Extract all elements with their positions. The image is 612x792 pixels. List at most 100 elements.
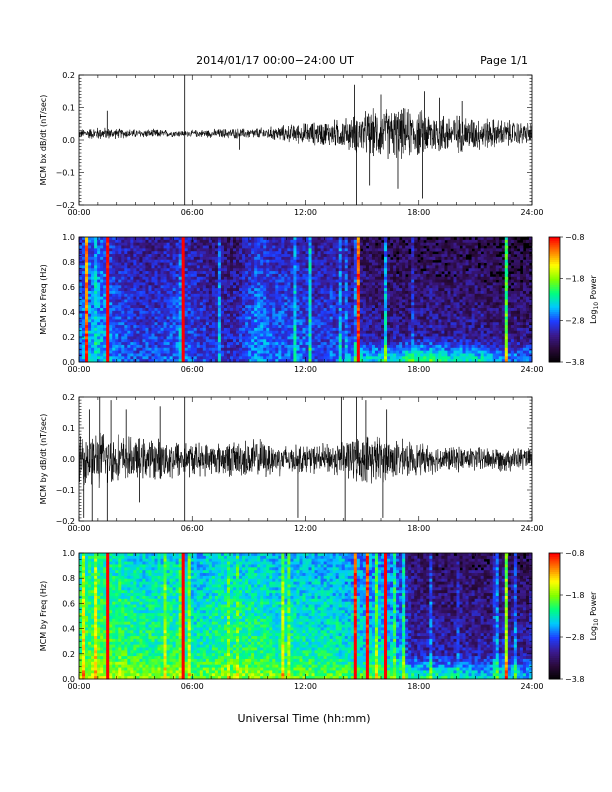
spectrogram-cell [202, 254, 207, 258]
spectrogram-cell [402, 322, 406, 326]
spectrogram-cell [154, 265, 158, 269]
spectrogram-cell [368, 245, 373, 249]
spectrogram-cell [296, 310, 300, 315]
spectrogram-cell [365, 342, 370, 346]
spectrogram-cell [384, 313, 388, 317]
spectrogram-cell [245, 279, 249, 283]
spectrogram-cell [145, 239, 149, 244]
spectrogram-cell [248, 322, 252, 326]
spectrogram-cell [314, 313, 318, 317]
spectrogram-cell [124, 308, 128, 312]
spectrogram-cell [133, 347, 137, 352]
spectrogram-cell [208, 256, 213, 261]
spectrogram-cell [323, 359, 328, 363]
spectrogram-cell [296, 308, 300, 312]
spectrogram-cell [266, 288, 270, 292]
x-tick-label: 12:00 [294, 208, 317, 217]
spectrogram-cell [106, 282, 110, 286]
spectrogram-cell [269, 347, 273, 352]
spectrogram-cell [118, 282, 122, 286]
spectrogram-cell [284, 302, 288, 306]
spectrogram-cell [136, 271, 140, 275]
spectrogram-cell [220, 353, 225, 357]
spectrogram-cell [151, 350, 155, 354]
spectrogram-cell [365, 299, 370, 303]
spectrogram-cell [275, 271, 279, 275]
spectrogram-cell [196, 359, 201, 363]
spectrogram-cell [178, 333, 183, 337]
spectrogram-cell [377, 276, 382, 281]
spectrogram-cell [278, 319, 282, 323]
spectrogram-cell [97, 327, 101, 332]
spectrogram-cell [341, 254, 346, 258]
spectrogram-cell [233, 350, 237, 354]
spectrogram-cell [115, 276, 119, 281]
spectrogram-cell [335, 327, 340, 332]
spectrogram-cell [408, 296, 412, 300]
spectrogram-cell [148, 256, 152, 261]
spectrogram-cell [377, 254, 382, 258]
spectrogram-cell [94, 262, 98, 266]
spectrogram-cell [377, 350, 382, 354]
spectrogram-cell [399, 290, 403, 295]
spectrogram-cell [293, 313, 297, 317]
spectrogram-cell [163, 325, 167, 329]
spectrogram-cell [326, 333, 331, 337]
spectrogram-cell [266, 342, 270, 346]
spectrogram-cell [341, 271, 346, 275]
spectrogram-cell [371, 265, 376, 269]
spectrogram-cell [344, 273, 349, 278]
spectrogram-cell [320, 290, 325, 295]
spectrogram-cell [103, 285, 107, 289]
spectrogram-cell [278, 347, 282, 352]
spectrogram-cell [368, 288, 373, 292]
spectrogram-cell [353, 245, 358, 249]
spectrogram-cell [344, 333, 349, 337]
spectrogram-cell [356, 282, 361, 286]
spectrogram-cell [242, 254, 246, 258]
spectrogram-cell [290, 347, 294, 352]
spectrogram-cell [341, 242, 346, 246]
spectrogram-cell [145, 305, 149, 309]
spectrogram-cell [226, 271, 231, 275]
spectrogram-cell [94, 245, 98, 249]
spectrogram-cell [371, 254, 376, 258]
spectrogram-cell [287, 319, 291, 323]
spectrogram-cell [245, 237, 249, 241]
spectrogram-cell [82, 259, 86, 263]
spectrogram-cell [402, 319, 406, 323]
spectrogram-cell [79, 342, 83, 346]
spectrogram-cell [199, 296, 204, 300]
spectrogram-cell [320, 302, 325, 306]
spectrogram-cell [275, 316, 279, 320]
spectrogram-cell [133, 342, 137, 346]
spectrogram-cell [79, 279, 83, 283]
spectrogram-cell [242, 296, 246, 300]
spectrogram-cell [226, 333, 231, 337]
spectrogram-cell [154, 285, 158, 289]
spectrogram-cell [133, 256, 137, 261]
spectrogram-cell [236, 293, 240, 298]
spectrogram-cell [184, 330, 189, 334]
spectrogram-cell [371, 293, 376, 298]
spectrogram-cell [365, 285, 370, 289]
spectrogram-cell [175, 302, 180, 306]
spectrogram-cell [79, 299, 83, 303]
spectrogram-cell [130, 237, 134, 241]
spectrogram-cell [145, 359, 149, 363]
spectrogram-cell [145, 242, 149, 246]
spectrogram-cell [109, 288, 113, 292]
spectrogram-cell [130, 327, 134, 332]
spectrogram-cell [97, 285, 101, 289]
spectrogram-cell [266, 273, 270, 278]
spectrogram-cell [233, 271, 237, 275]
spectrogram-cell [254, 359, 258, 363]
spectrogram-cell [341, 356, 346, 360]
spectrogram-cell [94, 288, 98, 292]
spectrogram-cell [236, 305, 240, 309]
spectrogram-cell [278, 279, 282, 283]
spectrogram-cell [181, 268, 186, 272]
spectrogram-cell [181, 245, 186, 249]
spectrogram-cell [251, 262, 255, 266]
spectrogram-cell [287, 273, 291, 278]
